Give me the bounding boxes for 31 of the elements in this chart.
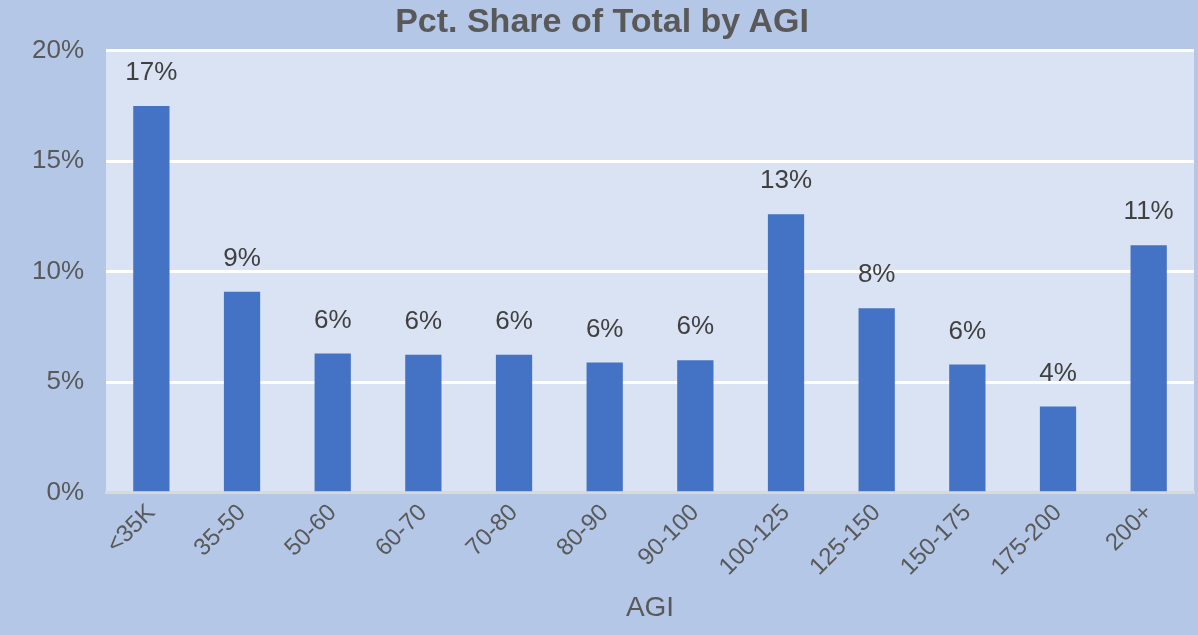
y-tick-label: 5% <box>46 365 85 396</box>
data-label: 6% <box>313 303 352 334</box>
bar <box>586 362 623 492</box>
data-label: 6% <box>676 310 715 341</box>
y-tick-label: 0% <box>46 475 85 506</box>
bar <box>314 353 351 492</box>
bar <box>858 308 895 492</box>
bar <box>133 106 170 492</box>
data-label: 6% <box>585 312 624 343</box>
bar <box>1039 406 1077 492</box>
chart-title: Pct. Share of Total by AGI <box>395 0 809 39</box>
data-label: 6% <box>495 304 533 335</box>
bar <box>405 354 442 492</box>
y-tick-label: 15% <box>31 144 85 175</box>
data-label: 17% <box>125 56 178 87</box>
bar <box>223 291 261 492</box>
bar <box>767 214 805 492</box>
data-label: 4% <box>1039 356 1077 387</box>
x-axis-title: AGI <box>625 590 675 622</box>
bar <box>1130 245 1167 492</box>
data-label: 8% <box>857 258 896 289</box>
bar <box>949 364 986 492</box>
bar <box>677 360 714 492</box>
y-tick-label: 10% <box>31 254 85 285</box>
data-label: 9% <box>223 241 261 272</box>
data-label: 6% <box>404 304 443 335</box>
data-label: 13% <box>759 164 813 195</box>
data-label: 11% <box>1123 195 1174 226</box>
bar <box>495 354 533 492</box>
y-tick-label: 20% <box>31 33 85 64</box>
data-label: 6% <box>948 314 987 345</box>
